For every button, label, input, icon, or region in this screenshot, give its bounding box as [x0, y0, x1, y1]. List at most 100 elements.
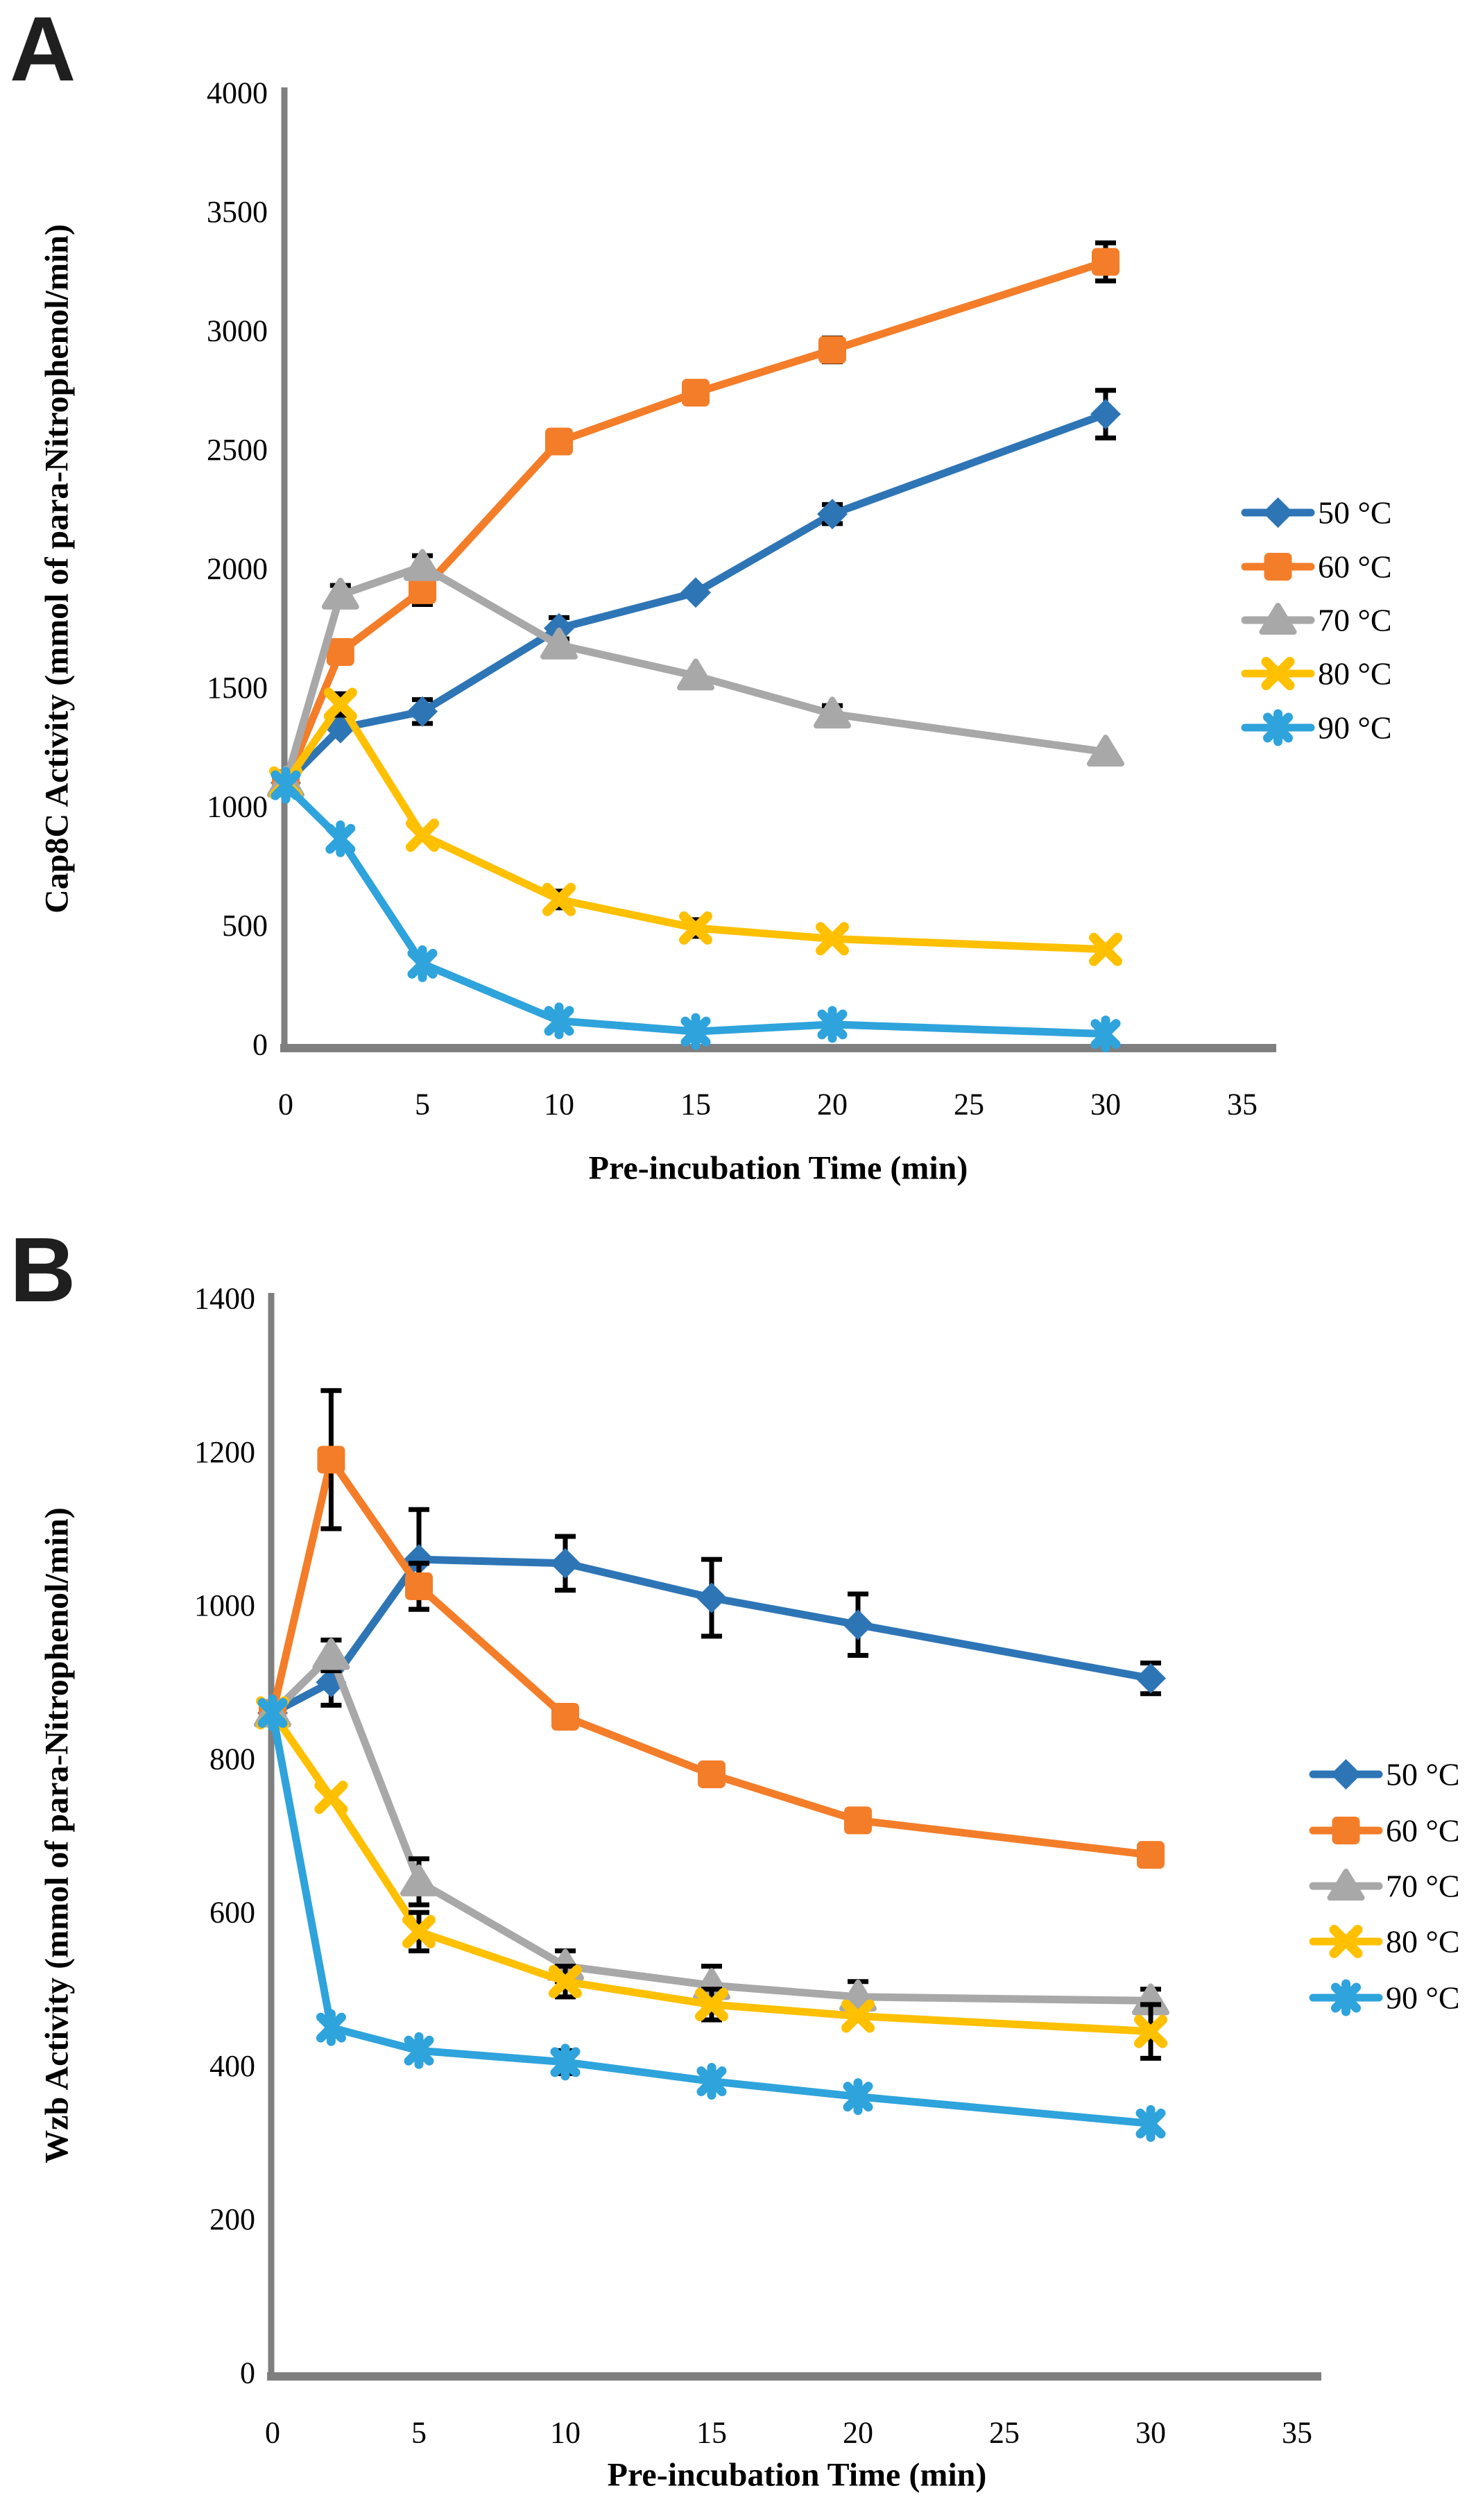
data-point-marker	[1090, 1015, 1121, 1053]
y-tick-label: 400	[209, 2049, 255, 2083]
x-tick-label: 30	[1135, 2416, 1166, 2450]
legend-item-60C: 60 °C	[1309, 1813, 1460, 1849]
y-tick-label: 1400	[194, 1282, 255, 1316]
x-tick-label: 15	[680, 1088, 711, 1122]
data-point-marker	[1134, 2014, 1167, 2048]
data-point-marker	[1135, 2105, 1166, 2142]
data-point-marker	[817, 1006, 848, 1043]
data-point-marker	[314, 1781, 348, 1815]
y-axis-title: Cap8C Activity (mmol of para-Nitrophenol…	[39, 224, 76, 914]
legend-label: 80 °C	[1318, 656, 1392, 692]
data-point-marker	[695, 1987, 728, 2021]
legend-item-50C: 50 °C	[1309, 1757, 1460, 1792]
legend-label: 50 °C	[1318, 495, 1392, 531]
series-60C	[272, 240, 1119, 797]
y-tick-label: 500	[222, 909, 268, 943]
data-point-marker	[682, 379, 710, 407]
legend-label: 70 °C	[1386, 1869, 1460, 1904]
series-line	[282, 258, 1110, 787]
data-point-marker	[696, 2063, 727, 2100]
data-point-marker	[841, 1999, 875, 2033]
data-point-marker	[550, 2043, 581, 2081]
data-point-marker	[405, 1572, 433, 1600]
axes	[280, 87, 1276, 1052]
data-point-marker	[551, 1703, 579, 1731]
data-point-marker	[321, 577, 359, 610]
data-point-marker	[814, 696, 851, 729]
data-point-marker	[544, 1002, 574, 1040]
data-point-marker	[1137, 1841, 1165, 1869]
data-point-marker	[545, 427, 573, 456]
data-point-marker	[406, 818, 439, 852]
y-tick-label: 200	[209, 2202, 255, 2236]
legend: 50 °C 60 °C 70 °C 80 °C 90 °C	[1309, 1757, 1460, 2016]
legend-marker-icon	[1259, 603, 1297, 635]
legend: 50 °C 60 °C 70 °C 80 °C 90 °C	[1241, 495, 1392, 746]
series-90C	[271, 766, 1121, 1053]
data-point-marker	[843, 2078, 873, 2116]
legend-label: 60 °C	[1318, 549, 1392, 585]
series-70C	[254, 1637, 1169, 2016]
legend-item-80C: 80 °C	[1309, 1924, 1460, 1960]
data-point-marker	[550, 1548, 581, 1579]
x-tick-label: 0	[278, 1088, 293, 1122]
data-point-marker	[549, 1964, 582, 1998]
data-point-marker	[1090, 399, 1121, 430]
data-point-marker	[680, 1013, 711, 1050]
data-point-marker	[844, 1806, 872, 1835]
data-point-marker	[271, 766, 301, 804]
legend-item-60C: 60 °C	[1241, 549, 1392, 585]
panel-a: A 0 500 1000 1500 2000 2500 3000 3500 4000 0 5 10 15…	[0, 0, 1476, 1221]
legend-label: 80 °C	[1386, 1924, 1460, 1960]
data-point-marker	[404, 1544, 434, 1575]
x-tick-label: 20	[817, 1088, 848, 1122]
data-point-marker	[818, 336, 846, 364]
data-point-marker	[407, 696, 438, 727]
panel-a-letter: A	[10, 0, 76, 100]
legend-marker-icon	[1331, 1979, 1361, 2016]
series-50C	[257, 1507, 1166, 1729]
data-point-marker	[404, 2032, 434, 2069]
data-point-marker	[1087, 735, 1124, 767]
series-80C	[256, 1696, 1167, 2061]
x-tick-label: 15	[696, 2416, 727, 2450]
data-point-marker	[407, 945, 438, 982]
axes	[267, 1293, 1321, 2381]
series-90C	[257, 1694, 1166, 2142]
data-point-marker	[1092, 248, 1119, 276]
y-tick-label: 1200	[194, 1435, 255, 1469]
x-axis-title: Pre-incubation Time (min)	[608, 2457, 987, 2494]
series-80C	[269, 687, 1122, 966]
data-point-marker	[540, 627, 578, 660]
x-tick-labels: 0 5 10 15 20 25 30 35	[265, 2416, 1312, 2450]
chart-b-line-plot: 0 200 400 600 800 1000 1200 1400 0 5 10 15 20 25 30 35 P…	[39, 1282, 1460, 2494]
data-point-marker	[326, 638, 354, 667]
x-tick-label: 35	[1227, 1088, 1258, 1122]
y-tick-label: 3500	[207, 195, 268, 229]
legend-item-50C: 50 °C	[1241, 495, 1392, 531]
legend-marker-icon	[1264, 553, 1292, 581]
legend-marker-icon	[1327, 1869, 1365, 1901]
error-bars	[409, 1910, 1161, 2061]
x-tick-label: 25	[954, 1088, 984, 1122]
data-point-marker	[400, 1864, 438, 1896]
chart-a-line-plot: 0 500 1000 1500 2000 2500 3000 3500 4000 0 5 10 15 20…	[39, 76, 1392, 1187]
legend-item-90C: 90 °C	[1241, 709, 1392, 746]
y-tick-label: 0	[240, 2356, 255, 2390]
legend-marker-icon	[1263, 709, 1293, 746]
x-tick-label: 25	[989, 2416, 1020, 2450]
data-point-marker	[1089, 932, 1122, 966]
data-point-marker	[680, 577, 711, 608]
x-tick-label: 30	[1090, 1088, 1121, 1122]
y-tick-label: 600	[209, 1896, 255, 1930]
y-tick-labels: 0 500 1000 1500 2000 2500 3000 3500 4000	[207, 76, 268, 1062]
y-tick-label: 1500	[207, 671, 268, 705]
data-point-marker	[323, 687, 357, 721]
legend-marker-icon	[1332, 1817, 1360, 1844]
x-tick-label: 10	[544, 1088, 574, 1122]
legend-item-70C: 70 °C	[1241, 603, 1392, 638]
legend-label: 50 °C	[1386, 1757, 1460, 1792]
x-axis-title: Pre-incubation Time (min)	[589, 1150, 968, 1187]
x-tick-label: 35	[1282, 2416, 1312, 2450]
